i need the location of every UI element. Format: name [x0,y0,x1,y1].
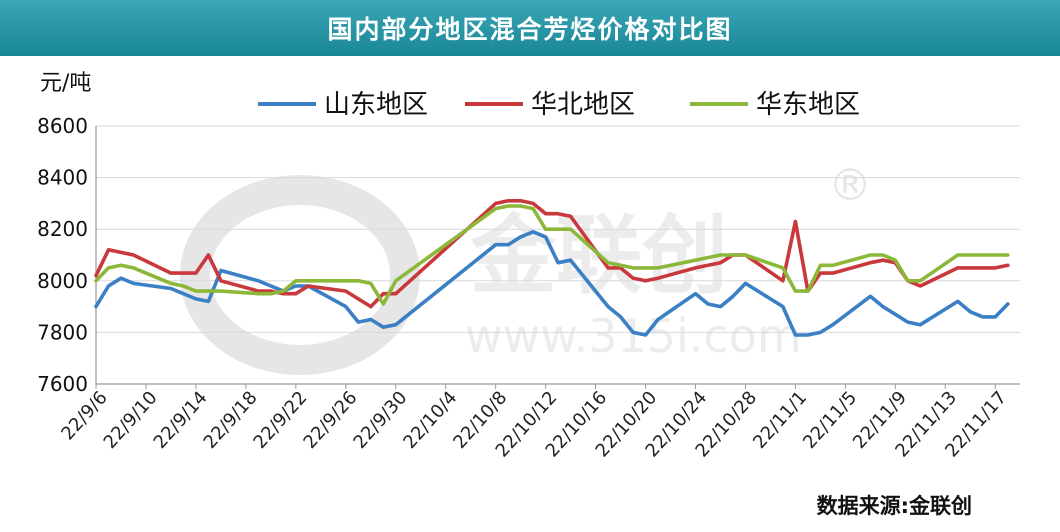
series-line-3 [94,204,1010,306]
y-tick-label: 8000 [37,269,88,293]
x-tick-label: 22/9/22 [250,387,312,453]
x-tick-label: 22/9/26 [299,387,361,453]
source-note: 数据来源:金联创 [816,494,972,518]
series-line-2 [94,199,1010,309]
legend-label: 华北地区 [531,90,635,120]
x-tick-label: 22/9/14 [150,387,212,453]
watermark-logo-ring [180,175,420,375]
series-line-1 [94,230,1010,337]
x-tick-label: 22/9/10 [100,387,162,453]
x-tick-labels: 22/9/622/9/1022/9/1422/9/1822/9/2222/9/2… [57,387,1011,461]
x-tick-label: 22/9/30 [349,387,411,453]
watermark-url: www.315i.com [465,309,802,363]
x-tick-label: 22/11/5 [799,387,861,453]
y-tick-label: 7800 [37,320,88,344]
legend-label: 山东地区 [324,90,428,120]
watermark-registered-mark: ® [828,160,872,211]
y-tick-label: 8200 [37,217,88,241]
x-tick-label: 22/10/4 [399,387,461,453]
axes [95,126,1020,389]
x-tick-label: 22/9/18 [200,387,262,453]
y-tick-label: 8600 [37,114,88,138]
legend: 山东地区 华北地区 华东地区 [258,90,860,120]
y-tick-labels: 7600 7800 8000 8200 8400 8600 [37,114,88,396]
series-lines [94,199,1010,337]
chart-title: 国内部分地区混合芳烃价格对比图 [327,15,733,44]
y-tick-label: 7600 [37,372,88,396]
y-tick-label: 8400 [37,166,88,190]
x-tick-label: 22/11/1 [749,387,811,453]
legend-label: 华东地区 [756,90,860,120]
y-axis-label: 元/吨 [40,71,91,96]
title-bar: 国内部分地区混合芳烃价格对比图 [0,0,1060,56]
